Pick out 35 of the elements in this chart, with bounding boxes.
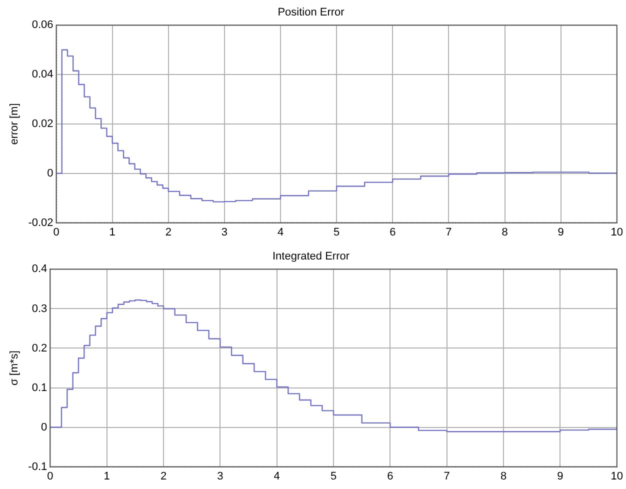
x-tick-label: 5 xyxy=(334,226,340,238)
x-tick-label: 7 xyxy=(444,470,450,482)
y-tick-label: -0.1 xyxy=(28,460,48,473)
x-tick-label: 7 xyxy=(446,226,452,238)
x-tick-label: 6 xyxy=(387,470,394,482)
x-tick-label: 9 xyxy=(558,226,564,238)
y-axis-title: error [m] xyxy=(8,103,21,145)
x-tick-label: 4 xyxy=(277,226,284,238)
x-tick-label: 9 xyxy=(557,470,564,482)
x-tick-label: 2 xyxy=(160,470,167,482)
y-tick-label: 0.3 xyxy=(32,302,48,315)
y-tick-label: -0.02 xyxy=(28,216,54,229)
x-tick-label: 8 xyxy=(500,470,507,482)
chart-title: Position Error xyxy=(278,6,345,19)
x-tick-label: 8 xyxy=(502,226,508,238)
x-tick-label: 5 xyxy=(330,470,337,482)
y-tick-label: 0 xyxy=(41,421,48,434)
y-tick-label: 0.2 xyxy=(32,342,48,354)
x-tick-label: 4 xyxy=(274,470,280,482)
x-tick-label: 2 xyxy=(165,226,172,238)
y-tick-label: 0.1 xyxy=(32,382,48,394)
y-tick-label: 0.06 xyxy=(32,19,54,32)
y-axis-title: σ [m*s] xyxy=(8,350,21,386)
x-tick-label: 10 xyxy=(610,226,624,238)
x-tick-label: 6 xyxy=(390,226,396,238)
x-tick-label: 1 xyxy=(104,470,110,482)
x-tick-label: 1 xyxy=(109,226,116,238)
x-tick-label: 3 xyxy=(221,226,228,238)
y-tick-label: 0.02 xyxy=(32,118,54,130)
x-tick-label: 3 xyxy=(217,470,224,482)
y-tick-label: 0.4 xyxy=(32,263,48,276)
y-tick-label: 0.04 xyxy=(32,68,54,81)
x-tick-label: 10 xyxy=(610,470,624,482)
y-tick-label: 0 xyxy=(47,167,54,180)
chart-title: Integrated Error xyxy=(272,250,350,263)
